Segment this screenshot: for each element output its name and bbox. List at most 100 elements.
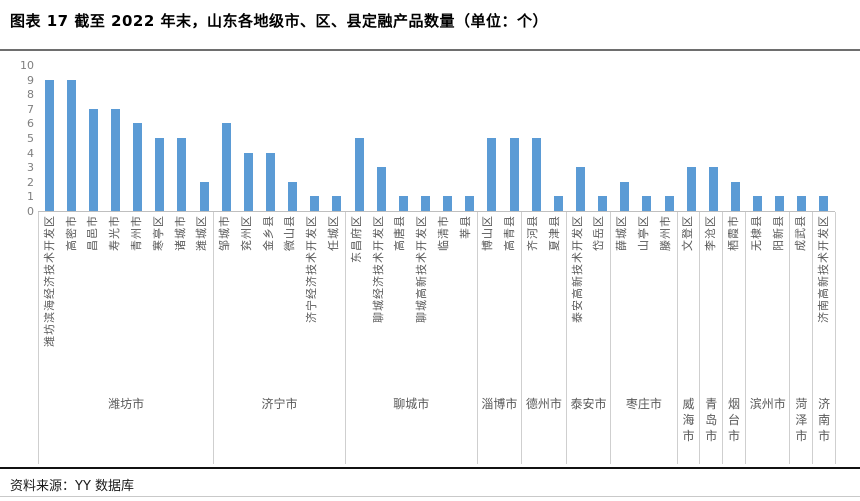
district-label-row: 成武县 [790, 212, 812, 390]
district-column: 济宁经济技术开发区 [301, 212, 323, 390]
bar-slot [171, 138, 193, 211]
bar-青州市 [133, 123, 143, 211]
district-column: 无棣县 [746, 212, 768, 390]
y-axis-tick-9: 9 [27, 73, 34, 87]
district-column: 岱岳区 [588, 212, 610, 390]
district-label-成武县: 成武县 [794, 215, 808, 251]
bar-博山区 [487, 138, 497, 211]
city-group-德州市: 齐河县 夏津县德州市 [522, 212, 567, 464]
y-axis-tick-2: 2 [27, 175, 34, 189]
district-column: 夏津县 [544, 212, 566, 390]
bar-金乡县 [265, 152, 275, 211]
district-column: 滕州市 [655, 212, 677, 390]
bar-slot [525, 138, 547, 211]
bar-slot [193, 181, 215, 211]
bottom-border [0, 496, 860, 497]
bar-slot [149, 138, 171, 211]
district-column: 青州市 [126, 212, 148, 390]
district-column: 寿光市 [104, 212, 126, 390]
y-axis: 10 9 8 7 6 5 4 3 2 1 0 [0, 52, 34, 466]
district-column: 李沧区 [700, 212, 722, 390]
bar-slot [304, 196, 326, 211]
district-label-row: 齐河县 夏津县 [522, 212, 566, 390]
district-column: 昌邑市 [83, 212, 105, 390]
city-label-德州市: 德州市 [525, 397, 562, 411]
city-group-枣庄市: 薛城区 山亭区 滕州市枣庄市 [611, 212, 678, 464]
district-column: 金乡县 [258, 212, 280, 390]
district-label-薛城区: 薛城区 [615, 215, 629, 251]
city-label-济宁市: 济宁市 [261, 397, 298, 411]
district-column: 山亭区 [633, 212, 655, 390]
bar-slot [481, 138, 503, 211]
bar-夏津县 [553, 196, 563, 211]
district-column: 诸城市 [170, 212, 192, 390]
city-label-青岛市: 青岛市 [705, 397, 718, 443]
district-column: 博山区 [478, 212, 500, 390]
bar-slot [259, 152, 281, 211]
district-label-row: 博山区 高青县 [478, 212, 522, 390]
bar-高唐县 [398, 196, 408, 211]
y-axis-tick-0: 0 [27, 205, 34, 218]
bar-slot [237, 152, 259, 211]
bar-邹城市 [221, 123, 231, 211]
plot-area [38, 65, 835, 212]
city-group-泰安市: 泰安高新技术开发区 岱岳区 泰安市 [567, 212, 612, 464]
district-label-row: 文登区 [678, 212, 700, 390]
city-label-淄博市: 淄博市 [481, 397, 518, 411]
district-label-聊城经济技术开发区: 聊城经济技术开发区 [371, 215, 385, 323]
district-label-临清市: 临清市 [436, 215, 450, 251]
y-axis-tick-6: 6 [27, 117, 34, 131]
district-label-金乡县: 金乡县 [261, 215, 275, 251]
bar-微山县 [288, 181, 298, 211]
bar-slot [215, 123, 237, 211]
bar-东昌府区 [354, 138, 364, 211]
bar-潍坊滨海经济技术开发区 [44, 79, 54, 211]
district-label-无棣县: 无棣县 [749, 215, 763, 251]
y-axis-tick-1: 1 [27, 190, 34, 204]
district-label-row: 无棣县 阳新县 [746, 212, 790, 390]
bar-无棣县 [753, 196, 763, 211]
bar-阳新县 [775, 196, 785, 211]
bar-slot [459, 196, 481, 211]
category-axis: 潍坊滨海经济技术开发区 高密市 昌邑市 寿光市 青州市 寒亭区 诸城市 潍城区 潍坊市 邹城市 兖州… [38, 212, 837, 464]
district-column: 聊城经济技术开发区 [368, 212, 390, 390]
bar-slot [348, 138, 370, 211]
district-column: 东昌府区 [346, 212, 368, 390]
y-axis-tick-8: 8 [27, 88, 34, 102]
city-group-济宁市: 邹城市 兖州区 金乡县 微山县 济宁经济技术开发区 任城区济宁市 [214, 212, 346, 464]
district-column: 泰安高新技术开发区 [567, 212, 589, 390]
bar-齐河县 [531, 138, 541, 211]
district-label-岱岳区: 岱岳区 [592, 215, 606, 251]
bar-聊城经济技术开发区 [376, 167, 386, 211]
bar-聊城高新技术开发区 [420, 196, 430, 211]
bar-slot [414, 196, 436, 211]
district-column: 任城区 [323, 212, 345, 390]
city-label-滨州市: 滨州市 [749, 397, 786, 411]
district-column: 齐河县 [522, 212, 544, 390]
bar-薛城区 [620, 181, 630, 211]
district-label-高唐县: 高唐县 [393, 215, 407, 251]
district-label-row: 栖霞市 [723, 212, 745, 390]
bar-文登区 [686, 167, 696, 211]
bar-济宁经济技术开发区 [310, 196, 320, 211]
district-label-row: 邹城市 兖州区 金乡县 微山县 济宁经济技术开发区 任城区 [214, 212, 345, 390]
bar-栖霞市 [730, 181, 740, 211]
district-column: 微山县 [280, 212, 302, 390]
bar-莘县 [465, 196, 475, 211]
bar-slot [437, 196, 459, 211]
district-label-莘县: 莘县 [458, 215, 472, 239]
district-column: 潍坊滨海经济技术开发区 [39, 212, 61, 390]
bar-slot [636, 196, 658, 211]
bar-slot [282, 181, 304, 211]
district-column: 潍城区 [191, 212, 213, 390]
district-column: 邹城市 [214, 212, 236, 390]
district-label-文登区: 文登区 [681, 215, 695, 251]
bar-李沧区 [708, 167, 718, 211]
city-label-枣庄市: 枣庄市 [625, 397, 662, 411]
city-label-烟台市: 烟台市 [728, 397, 741, 443]
bar-slot [503, 138, 525, 211]
bar-slot [614, 181, 636, 211]
bar-slot [104, 108, 126, 211]
bar-slot [813, 196, 835, 211]
bar-slot [60, 79, 82, 211]
